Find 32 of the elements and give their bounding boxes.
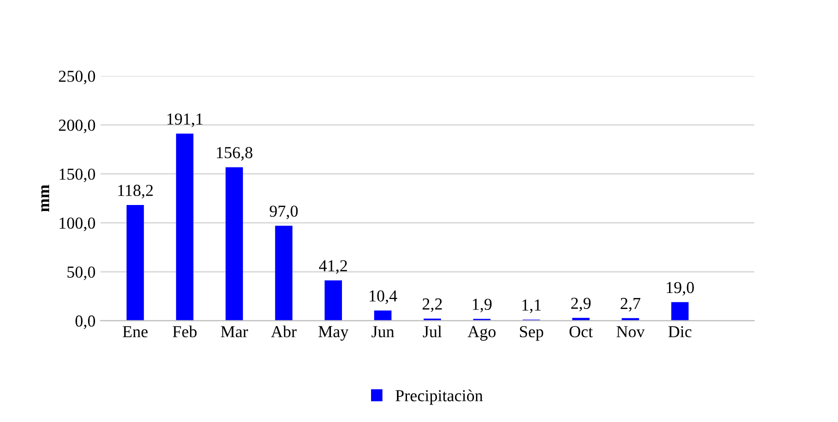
x-tick-label: Mar — [220, 326, 248, 338]
x-tick-label: Ene — [122, 326, 148, 338]
x-tick-label: Abr — [270, 326, 297, 338]
x-tick-label: Jun — [372, 326, 394, 338]
data-label: 10,4 — [370, 290, 398, 304]
x-tick-label: Dic — [668, 326, 692, 338]
x-tick-label: May — [318, 326, 349, 341]
y-tick-label: 100,0 — [60, 218, 96, 232]
data-label: 2,2 — [422, 298, 442, 312]
y-tick-label: 150,0 — [60, 168, 96, 182]
data-label: 1,1 — [522, 300, 541, 314]
data-label: 156,8 — [216, 147, 252, 161]
data-label: 1,9 — [472, 298, 492, 312]
y-tick-label: 250,0 — [58, 70, 96, 84]
data-label: 2,9 — [571, 298, 591, 312]
x-tick-label: Sep — [520, 326, 544, 341]
y-tick-label: 200,0 — [58, 120, 96, 134]
x-tick-label: Nov — [616, 326, 645, 338]
x-tick-label: Jul — [422, 326, 442, 338]
data-label: 19,0 — [666, 282, 694, 296]
data-label: 191,1 — [167, 113, 202, 128]
legend-label: Precipitaciòn — [396, 390, 483, 405]
x-tick-label: Feb — [172, 326, 197, 338]
data-label: 2,7 — [620, 298, 640, 312]
data-label: 118,2 — [118, 184, 153, 198]
data-label: 41,2 — [319, 260, 347, 274]
x-tick-label: Ago — [468, 326, 496, 341]
y-tick-label: 0,0 — [76, 315, 96, 330]
data-label: 97,0 — [270, 206, 298, 220]
y-axis-title: mm — [41, 184, 50, 212]
x-tick-label: Oct — [570, 326, 593, 338]
y-tick-label: 50,0 — [68, 266, 96, 280]
